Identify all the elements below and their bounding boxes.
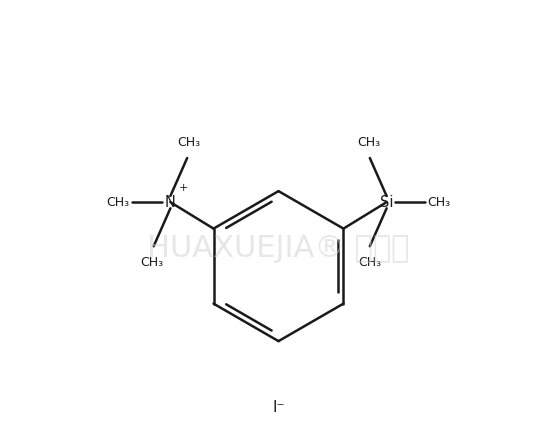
Text: CH₃: CH₃	[357, 136, 380, 149]
Text: CH₃: CH₃	[177, 136, 200, 149]
Text: CH₃: CH₃	[358, 256, 382, 269]
Text: I⁻: I⁻	[272, 400, 285, 415]
Text: CH₃: CH₃	[427, 196, 450, 209]
Text: N: N	[165, 194, 176, 210]
Text: HUAXUEJIA® 化学加: HUAXUEJIA® 化学加	[147, 234, 410, 263]
Text: CH₃: CH₃	[107, 196, 130, 209]
Text: Si: Si	[380, 194, 393, 210]
Text: CH₃: CH₃	[141, 256, 164, 269]
Text: +: +	[178, 183, 188, 193]
